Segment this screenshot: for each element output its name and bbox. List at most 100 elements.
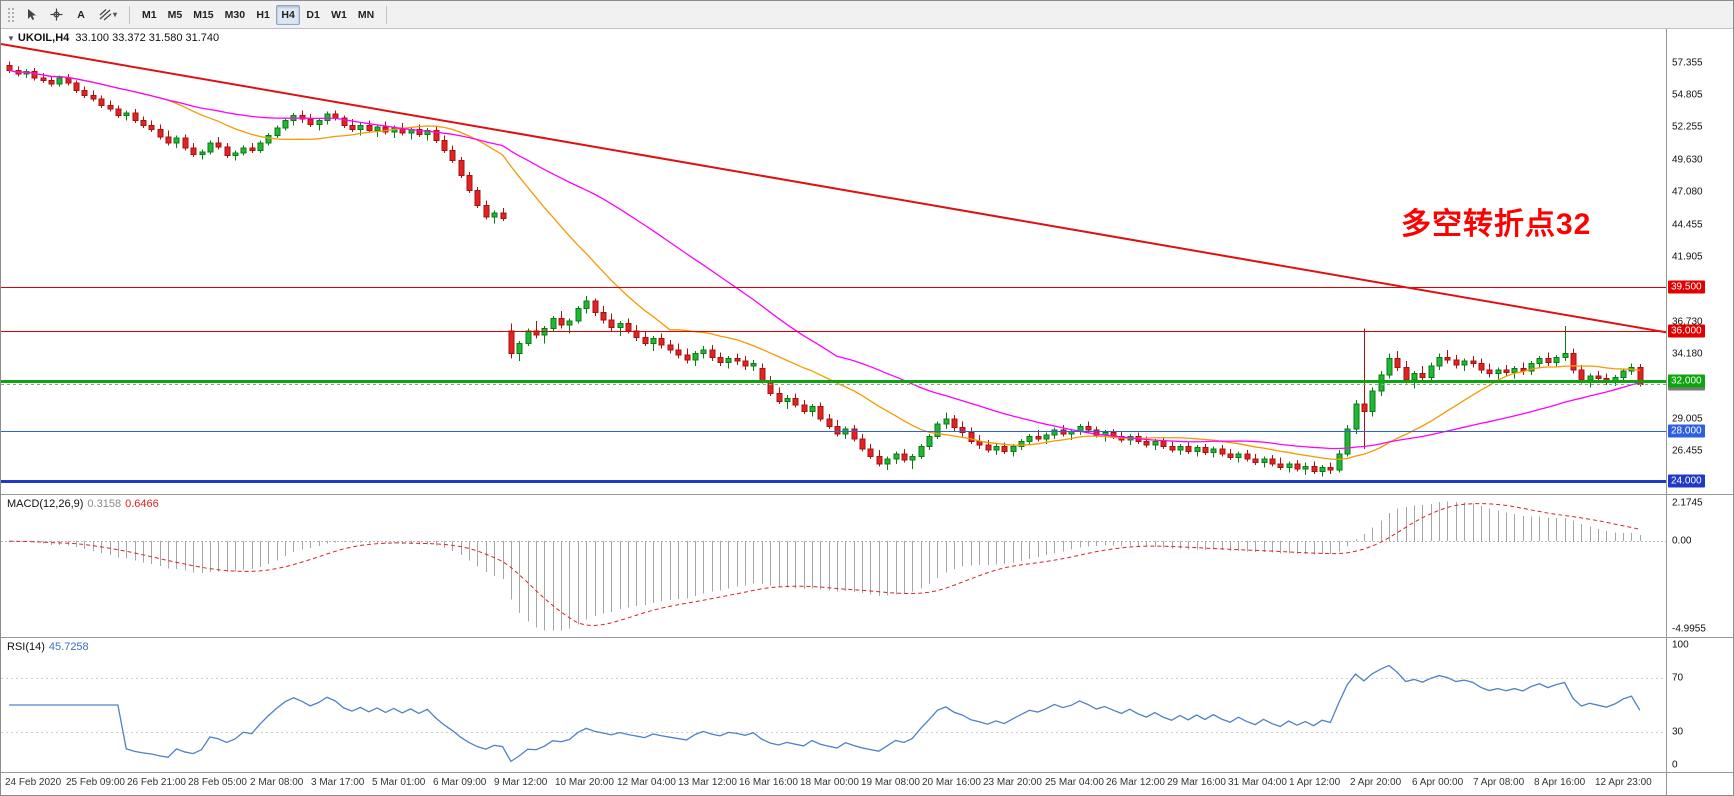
price-scale-label: 57.355 — [1672, 57, 1703, 69]
main-chart-canvas — [1, 43, 1666, 483]
rsi-scale-label: 70 — [1672, 672, 1684, 684]
shapes-tool-button[interactable]: ▾ — [94, 5, 122, 25]
time-axis-label: 26 Mar 12:00 — [1106, 777, 1165, 788]
price-scale-label: 49.630 — [1672, 154, 1703, 166]
timeframe-button-mn[interactable]: MN — [357, 8, 375, 21]
main-chart-panel[interactable]: ▼ UKOIL,H4 33.100 33.372 31.580 31.740 多空… — [1, 29, 1666, 494]
macd-canvas — [1, 501, 1666, 631]
price-badge: 32.000 — [1668, 374, 1705, 388]
time-axis-label: 28 Feb 05:00 — [188, 777, 247, 788]
price-scale-label: 54.805 — [1672, 89, 1703, 101]
rsi-line — [9, 664, 1641, 763]
toolbar-separator — [129, 5, 131, 24]
time-axis-label: 25 Mar 04:00 — [1045, 777, 1104, 788]
time-axis-label: 23 Mar 20:00 — [983, 777, 1042, 788]
time-axis-label: 7 Apr 08:00 — [1473, 777, 1525, 788]
time-axis-label: 16 Mar 16:00 — [739, 777, 798, 788]
panel-divider[interactable] — [1, 637, 1733, 638]
rsi-label: RSI(14) 45.7258 — [7, 641, 89, 653]
candles-layer — [6, 61, 1644, 477]
price-scale-label: 29.005 — [1672, 413, 1703, 425]
time-axis-label: 6 Mar 09:00 — [433, 777, 487, 788]
trendline-icon — [99, 9, 112, 21]
time-axis-corner — [1666, 773, 1733, 795]
price-badge: 28.000 — [1668, 424, 1705, 438]
macd-panel[interactable]: MACD(12,26,9) 0.3158 0.6466 — [1, 495, 1666, 637]
price-scale-label: 36.730 — [1672, 316, 1703, 328]
ma-slow-line — [9, 69, 1640, 450]
crosshair-icon — [50, 8, 62, 21]
time-axis-label: 18 Mar 00:00 — [800, 777, 859, 788]
time-axis-label: 3 Mar 17:00 — [311, 777, 365, 788]
price-scale[interactable]: 57.355 54.805 52.255 49.630 47.080 44.455 41.9… — [1666, 29, 1733, 494]
macd-scale[interactable]: 2.1745 0.00 -4.9955 — [1666, 495, 1733, 637]
chart-area: ▼ UKOIL,H4 33.100 33.372 31.580 31.740 多空… — [1, 29, 1733, 795]
timeframe-button-h4[interactable]: H4 — [276, 4, 301, 25]
rsi-scale-label: 100 — [1672, 639, 1689, 651]
time-axis-label: 24 Feb 2020 — [5, 777, 62, 788]
rsi-canvas — [1, 664, 1666, 763]
time-axis-label: 31 Mar 04:00 — [1228, 777, 1287, 788]
time-axis-label: 29 Mar 16:00 — [1167, 777, 1226, 788]
chart-title: ▼ UKOIL,H4 33.100 33.372 31.580 31.740 — [7, 32, 219, 44]
timeframe-button-m1[interactable]: M1 — [142, 8, 157, 21]
rsi-scale-label: 30 — [1672, 726, 1684, 738]
rsi-panel[interactable]: RSI(14) 45.7258 — [1, 638, 1666, 772]
timeframe-button-d1[interactable]: D1 — [306, 8, 320, 21]
macd-scale-label: 2.1745 — [1672, 497, 1703, 509]
time-axis-label: 12 Apr 23:00 — [1595, 777, 1652, 788]
timeframe-button-w1[interactable]: W1 — [331, 8, 347, 21]
timeframe-button-h1[interactable]: H1 — [256, 8, 270, 21]
symbol-timeframe-label: UKOIL,H4 — [17, 32, 70, 44]
dropdown-caret-icon: ▾ — [113, 10, 118, 19]
macd-label: MACD(12,26,9) 0.3158 0.6466 — [7, 498, 159, 510]
timeframe-button-m15[interactable]: M15 — [193, 8, 214, 21]
time-axis-label: 20 Mar 16:00 — [922, 777, 981, 788]
price-scale-label: 44.455 — [1672, 219, 1703, 231]
price-badge: 36.000 — [1668, 324, 1705, 338]
collapse-arrow-icon[interactable]: ▼ — [7, 34, 15, 43]
time-axis-label: 2 Mar 08:00 — [250, 777, 304, 788]
time-axis-label: 25 Feb 09:00 — [66, 777, 125, 788]
timeframe-button-m5[interactable]: M5 — [167, 8, 183, 21]
time-axis-label: 2 Apr 20:00 — [1350, 777, 1402, 788]
time-axis-label: 10 Mar 20:00 — [555, 777, 614, 788]
time-axis-label: 1 Apr 12:00 — [1289, 777, 1341, 788]
ma-fast-line — [9, 69, 1640, 460]
rsi-scale-label: 0 — [1672, 759, 1678, 771]
chart-annotation-text[interactable]: 多空转折点32 — [1401, 208, 1592, 241]
toolbar: A ▾ M1 M5 M15 M30 H1 H4 D1 W1 MN — [1, 1, 1733, 29]
price-badge: 39.500 — [1668, 280, 1705, 294]
time-axis-label: 19 Mar 08:00 — [861, 777, 920, 788]
price-scale-label: 41.905 — [1672, 251, 1703, 263]
time-axis-label: 9 Mar 12:00 — [494, 777, 548, 788]
timeframe-button-m30[interactable]: M30 — [224, 8, 246, 21]
rsi-level-lines — [1, 678, 1666, 733]
panel-divider[interactable] — [1, 772, 1733, 773]
time-axis-label: 13 Mar 12:00 — [678, 777, 737, 788]
time-axis-label: 8 Apr 16:00 — [1534, 777, 1586, 788]
price-scale-label: 34.180 — [1672, 348, 1703, 360]
crosshair-tool-button[interactable] — [44, 5, 68, 25]
ohlc-values-label: 33.100 33.372 31.580 31.740 — [75, 32, 220, 44]
price-scale-label: 26.455 — [1672, 445, 1703, 457]
timeframe-group: M1 M5 M15 M30 H1 H4 D1 W1 MN — [137, 4, 379, 25]
text-tool-button[interactable]: A — [77, 8, 85, 21]
trend-line[interactable] — [1, 43, 1666, 334]
macd-signal-line — [9, 503, 1640, 626]
macd-histogram — [18, 501, 1641, 631]
cursor-tool-button[interactable] — [19, 5, 43, 25]
time-axis-label: 6 Apr 00:00 — [1412, 777, 1464, 788]
panel-divider[interactable] — [1, 494, 1733, 495]
price-scale-label: 52.255 — [1672, 121, 1703, 133]
time-axis[interactable]: 24 Feb 2020 25 Feb 09:00 26 Feb 21:00 28 Fe… — [1, 773, 1666, 795]
rsi-scale[interactable]: 100 70 30 0 — [1666, 638, 1733, 772]
time-axis-label: 5 Mar 01:00 — [372, 777, 426, 788]
time-axis-label: 26 Feb 21:00 — [127, 777, 186, 788]
price-scale-label: 47.080 — [1672, 186, 1703, 198]
macd-scale-label: 0.00 — [1672, 535, 1692, 547]
toolbar-grip[interactable] — [5, 6, 17, 24]
time-axis-label: 12 Mar 04:00 — [617, 777, 676, 788]
macd-scale-label: -4.9955 — [1672, 623, 1706, 635]
